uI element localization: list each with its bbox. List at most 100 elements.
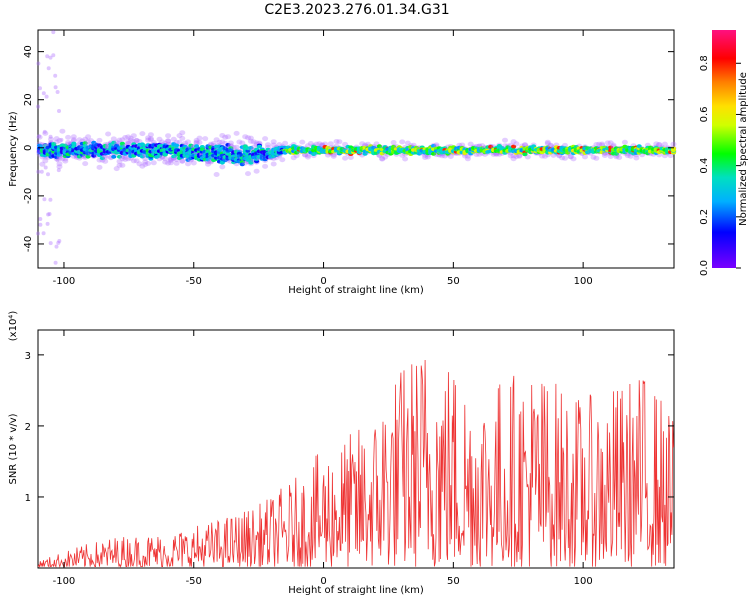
- spectrogram-cell-92: [53, 139, 60, 145]
- spectrogram-cell-1210: [265, 147, 271, 152]
- spectrogram-cell-2549: [51, 53, 56, 58]
- spectrogram-cell-1444: [330, 152, 337, 158]
- spectrogram-cell-2128: [547, 143, 554, 149]
- spectrogram-cell-2561: [44, 94, 49, 99]
- spectrogram-cell-2522: [670, 148, 677, 153]
- spectrogram-cell-2399: [633, 155, 640, 161]
- colorbar-tick-label-4: 0.8: [699, 55, 710, 71]
- spectrogram-cell-2535: [48, 134, 53, 139]
- spectrogram-cell-1188: [262, 163, 269, 169]
- spectrogram-cell-546: [139, 154, 145, 159]
- spectrogram-cell-2545: [42, 129, 47, 134]
- snr-x-axis-label: Height of straight line (km): [288, 585, 424, 596]
- spectrogram-cell-1202: [265, 142, 271, 148]
- spectrogram-cell-250: [82, 141, 88, 146]
- spectrogram-cell-1008: [227, 140, 234, 146]
- spectrogram-cell-1435: [327, 141, 334, 147]
- spectrogram-cell-1371: [307, 141, 314, 146]
- spectrogram-cell-2191: [567, 154, 574, 160]
- spectrogram-cell-2542: [38, 222, 43, 227]
- spectrogram-cell-420: [116, 159, 123, 164]
- spectrogram-cell-185: [70, 137, 77, 143]
- spectrogram-cell-359: [102, 143, 108, 148]
- spectrogram-cell-650: [159, 139, 166, 145]
- spectrogram-cell-835: [194, 144, 200, 149]
- spectrogram-cell-90: [53, 136, 60, 142]
- spectrogram-cell-2553: [57, 109, 61, 113]
- spectrogram-cell-468: [125, 141, 132, 147]
- spectrogram-cell-633: [156, 136, 163, 142]
- colorbar-tick-label-1: 0.2: [699, 209, 710, 225]
- spectrogram-cell-679: [165, 133, 172, 139]
- spectrogram-cell-1344: [299, 139, 306, 145]
- colorbar-ticks: 0.0 0.2 0.4 0.6 0.8: [699, 55, 741, 276]
- colorbar-tick-label-0: 0.0: [699, 260, 710, 276]
- spectrogram-cell-1328: [293, 153, 300, 159]
- spectrogram-cell-2012: [510, 139, 517, 145]
- spectrogram-cell-915: [210, 141, 217, 146]
- spectrogram-cell-2539: [59, 137, 64, 142]
- spectrogram-cell-2540: [48, 241, 53, 246]
- spectrogram-cell-1125: [250, 139, 257, 145]
- spectrogram-cell-2020: [513, 141, 520, 147]
- spectrogram-cell-2526: [36, 231, 40, 236]
- spectrogram-cell-1445: [330, 153, 337, 159]
- spectrogram-cell-961: [219, 133, 226, 138]
- spectrogram-cell-662: [162, 159, 169, 165]
- spectrogram-cell-122: [59, 128, 66, 134]
- spectrogram-cell-680: [165, 138, 172, 144]
- snr-x-ticks: -100 -50 0 50 100: [53, 330, 593, 587]
- spectrogram-cell-2514: [670, 141, 677, 147]
- spectrogram-cell-556: [142, 162, 149, 167]
- spectrogram-cell-1035: [233, 130, 240, 136]
- spectrogram-cell-960: [219, 139, 226, 145]
- spectrogram-cell-485: [127, 135, 134, 141]
- spectrogram-cell-1903: [476, 151, 483, 157]
- spectrogram-cell-2028: [516, 153, 523, 159]
- spectrogram-cell-827: [193, 140, 200, 146]
- spectrogram-cell-106: [56, 138, 63, 144]
- spectrogram-cell-2362: [621, 139, 628, 145]
- spectrogram-cell-423: [116, 162, 123, 168]
- snr-x-tick-label-1: -50: [186, 576, 202, 587]
- spectrogram-cell-826: [193, 137, 200, 143]
- spectrogram-cell-1813: [447, 154, 454, 159]
- spectrogram-cell-903: [207, 141, 214, 147]
- spectrogram-cell-437: [119, 162, 126, 168]
- spectrogram-cell-1: [36, 134, 43, 140]
- snr-y-tick-label-0: 1: [25, 493, 31, 504]
- spectrogram-cell-2371: [624, 153, 631, 159]
- spectrogram-cell-735: [176, 139, 183, 145]
- spectrogram-cell-110: [56, 161, 63, 167]
- spectrogram-cell-602: [150, 160, 157, 166]
- spectrogram-cell-466: [125, 141, 132, 147]
- spectrogram-cell-2119: [544, 141, 551, 146]
- spectrogram-cell-2017: [510, 144, 517, 149]
- spectrogram-cell-448: [119, 141, 125, 146]
- spectrogram-x-tick-label-1: -50: [186, 276, 202, 287]
- spectrogram-cell-2047: [522, 142, 528, 148]
- spectrogram-cell-1078: [239, 162, 245, 167]
- spectrogram-cell-153: [65, 134, 72, 140]
- spectrogram-cell-2011: [510, 156, 517, 162]
- spectrogram-cell-35: [42, 158, 49, 164]
- spectrogram-cell-1453: [333, 139, 340, 144]
- spectrogram-cell-1535: [359, 141, 366, 147]
- spectrogram-cell-2002: [507, 153, 514, 159]
- spectrogram-cell-1741: [424, 154, 431, 160]
- spectrogram-cell-1070: [239, 140, 246, 146]
- spectrogram-cell-840: [196, 135, 203, 141]
- spectrogram-cell-243: [82, 161, 89, 167]
- spectrogram-cell-2264: [590, 154, 597, 160]
- spectrogram-cell-2414: [636, 144, 642, 149]
- snr-x-tick-label-4: 100: [574, 576, 593, 587]
- spectrogram-cell-693: [167, 157, 174, 162]
- spectrogram-cell-343: [99, 156, 105, 161]
- spectrogram-cell-1605: [382, 154, 389, 160]
- spectrogram-cell-511: [133, 137, 140, 143]
- spectrogram-cell-2536: [55, 90, 60, 94]
- spectrogram-cell-255: [85, 134, 92, 140]
- spectrogram-cell-1596: [379, 156, 386, 162]
- spectrogram-cell-402: [111, 140, 117, 145]
- spectrogram-cell-784: [185, 139, 191, 145]
